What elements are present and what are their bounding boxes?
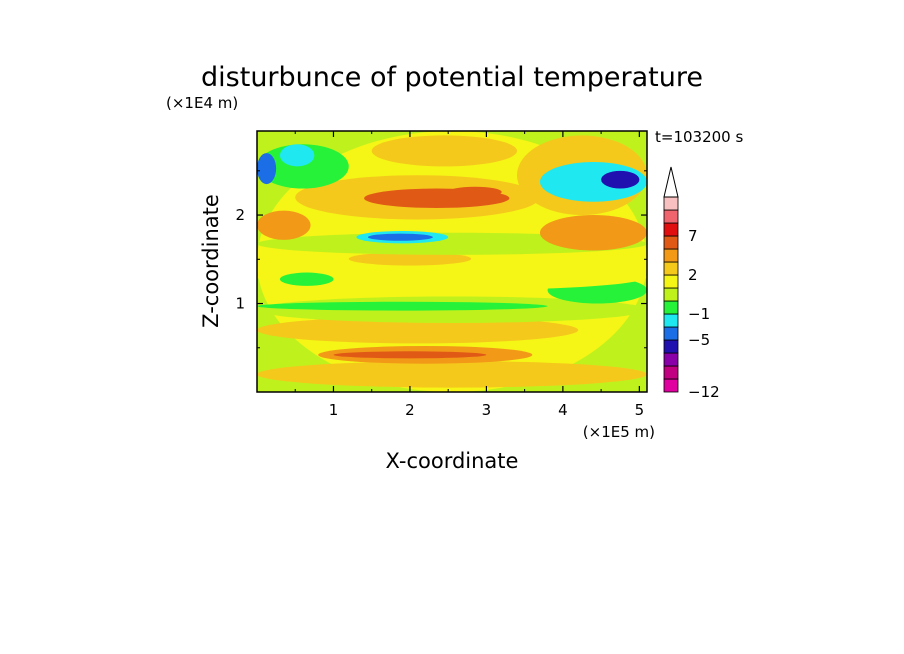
x-axis-ticks: 1 2 3 4 5 — [294, 131, 645, 419]
contour-region-13 — [367, 233, 433, 241]
colorbar-segment — [663, 339, 679, 354]
x-unit-label: (×1E5 m) — [583, 423, 655, 441]
time-label: t=103200 s — [655, 128, 743, 146]
contour-region-19 — [257, 144, 349, 189]
colorbar-segment — [663, 300, 679, 315]
x-tick-label: 3 — [482, 401, 492, 419]
colorbar-segment — [663, 261, 679, 276]
colorbar-tick-label: 7 — [688, 227, 698, 245]
y-tick-label: 2 — [235, 206, 245, 224]
colorbar-tick-label: −12 — [688, 383, 720, 401]
contour-region-1 — [257, 361, 647, 388]
contour-region-6 — [257, 301, 548, 311]
contour-region-4 — [333, 351, 487, 359]
x-tick-label: 5 — [635, 401, 645, 419]
colorbar-tick-label: −5 — [688, 331, 710, 349]
colorbar-segment — [663, 352, 679, 367]
colorbar-segment — [663, 196, 679, 211]
colorbar-segment — [663, 235, 679, 250]
colorbar: 7 2 −1 −5 −12 — [663, 166, 720, 401]
contour-region-18 — [448, 186, 502, 198]
colorbar-segment — [663, 222, 679, 237]
contour-region-2 — [257, 316, 579, 344]
chart-title: disturbunce of potential temperature — [201, 62, 703, 93]
contour-region-22 — [371, 135, 517, 167]
contour-region-10 — [348, 252, 472, 266]
colorbar-tick-label: −1 — [688, 305, 710, 323]
colorbar-segment — [663, 313, 679, 328]
colorbar-segment — [663, 248, 679, 263]
x-tick-label: 2 — [405, 401, 415, 419]
contour-region-9 — [279, 272, 334, 286]
contour-region-21 — [279, 144, 315, 167]
contour-region-14 — [257, 210, 311, 240]
contour-region-20 — [257, 153, 277, 185]
contour-region-25 — [601, 170, 640, 189]
colorbar-segment — [663, 365, 679, 380]
colorbar-segment — [663, 326, 679, 341]
y-axis-label: Z-coordinate — [199, 194, 223, 328]
colorbar-segment — [663, 209, 679, 224]
y-tick-label: 1 — [235, 295, 245, 313]
colorbar-segment — [663, 274, 679, 289]
y-unit-label: (×1E4 m) — [166, 94, 238, 112]
contour-region-15 — [539, 215, 647, 251]
colorbar-tick-label: 2 — [688, 266, 698, 284]
y-axis-ticks: 12 — [235, 170, 647, 349]
contour-region-8 — [257, 263, 647, 291]
colorbar-segment — [663, 378, 679, 393]
x-tick-label: 1 — [329, 401, 339, 419]
colorbar-extension-arrow — [663, 166, 679, 198]
contour-fills — [257, 131, 647, 392]
colorbar-segment — [663, 287, 679, 302]
plot-frame — [256, 130, 648, 393]
x-tick-label: 4 — [558, 401, 568, 419]
x-axis-label: X-coordinate — [386, 449, 519, 473]
